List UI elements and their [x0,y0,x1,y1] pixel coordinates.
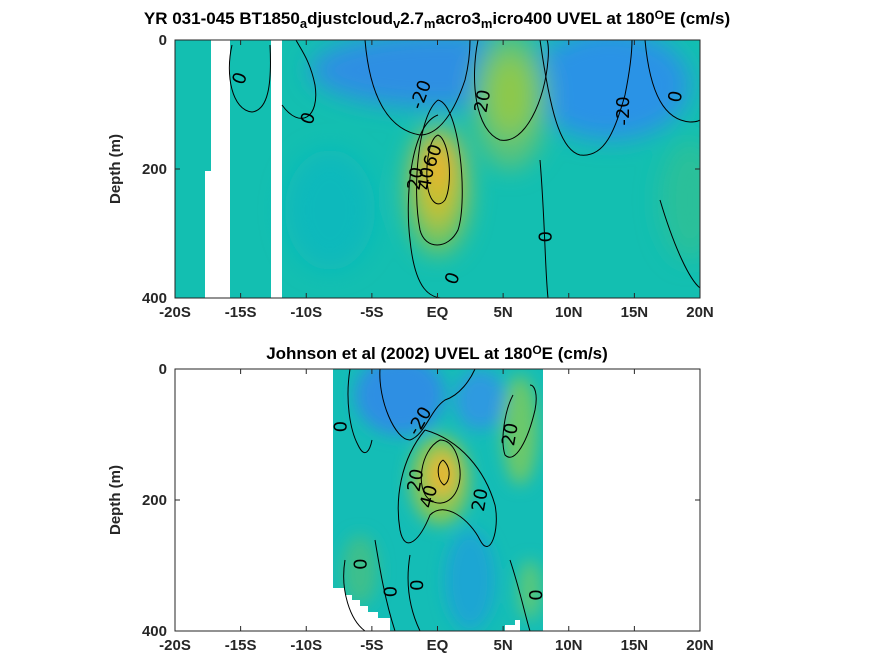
bottom-contour-40 [420,439,461,504]
top-x-tick-label: -10S [290,304,322,321]
top-contour-0-north [539,40,633,156]
bottom-contour-label: 20 [468,487,493,513]
bottom-contour-20-euc [397,429,497,548]
bottom-missing-corner [333,588,390,631]
top-contour-label: 0 [535,231,556,242]
bottom-x-axis: -20S -15S -10S -5S EQ 5N 10N 15N 20N [159,369,714,654]
bottom-x-tick-label: EQ [427,637,449,654]
top-heatmap [175,40,700,298]
top-contour-n20 [364,40,471,136]
top-contour-0-far-east [659,199,700,289]
top-x-tick-label: 5N [494,304,513,321]
bottom-contour-0-deep-4 [509,559,531,631]
bottom-y-tick-label: 400 [142,623,167,640]
top-contour-euc-40 [416,99,463,246]
top-y-tick-label: 400 [142,290,167,307]
bottom-heatmap [333,369,543,631]
top-contour-label: -20 [613,96,634,125]
bottom-westward-current [355,369,445,435]
top-contour-euc-20 [407,114,448,298]
bottom-contour-label: 0 [526,589,547,600]
top-x-tick-label: 20N [686,304,714,321]
top-x-tick-label: 10N [555,304,583,321]
top-contour-0-west [281,40,317,119]
bottom-contour-0-deep-3 [407,554,421,631]
bottom-x-tick-label: 5N [494,637,513,654]
top-contour-euc-60 [426,134,450,205]
top-contour-n20-ne [644,40,700,123]
bottom-contour-60 [437,459,450,486]
top-westward-current-n [530,40,690,140]
bottom-contour-label: 20 [404,467,429,493]
bottom-x-tick-label: -5S [360,637,383,654]
bottom-chart-title: Johnson et al (2002) UVEL at 180OE (cm/s… [266,343,608,363]
bottom-y-tick-label: 200 [142,492,167,509]
top-euc-core [428,140,448,190]
top-x-axis: -20S -15S -10S -5S EQ 5N 10N 15N 20N [159,40,714,321]
bottom-euc-core [428,453,456,497]
top-y-tick-label: 0 [159,32,167,49]
top-contour-20-north [473,40,549,141]
top-x-tick-label: EQ [427,304,449,321]
bottom-panel: Johnson et al (2002) UVEL at 180OE (cm/s… [107,343,714,654]
bottom-missing-corner-right [505,620,520,631]
top-contour-label: 0 [665,89,688,104]
top-contour-label: 20 [404,165,429,191]
top-x-tick-label: -15S [225,304,257,321]
bottom-deep-green [342,535,378,605]
top-contour-label: 40 [414,165,439,191]
bottom-westward-current-2 [455,370,505,430]
bottom-contour-n20 [379,369,476,441]
bottom-x-tick-label: -15S [225,637,257,654]
top-y-tick-label: 200 [142,161,167,178]
bottom-deep-blue [445,530,495,630]
top-chart-title: YR 031-045 BT1850adjustcloudv2.7macro3mi… [144,8,730,31]
top-x-tick-label: 15N [621,304,649,321]
bottom-x-tick-label: 10N [555,637,583,654]
top-ne-patch [660,140,700,260]
top-contour-0-east [539,159,549,298]
top-x-tick-label: -20S [159,304,191,321]
top-north-band-core [488,55,532,135]
bottom-x-tick-label: 20N [686,637,714,654]
bottom-x-tick-label: 15N [621,637,649,654]
top-y-axis-label: Depth (m) [107,134,124,204]
bottom-x-tick-label: -20S [159,637,191,654]
bottom-contour-label: 20 [498,421,523,447]
top-south-band [285,150,375,270]
bottom-contour-0-deep-1 [343,559,366,631]
bottom-contour-0-west [347,369,373,454]
bottom-contour-0-deep-2 [374,539,396,631]
bottom-contour-20-north [502,384,537,458]
top-x-tick-label: -5S [360,304,383,321]
bottom-x-tick-label: -10S [290,637,322,654]
bottom-y-tick-label: 0 [159,361,167,378]
bottom-contour-label: 0 [381,586,402,597]
top-contour-label: 20 [471,88,496,114]
bottom-y-axis-label: Depth (m) [107,465,124,535]
top-missing-column-2 [271,40,282,298]
bottom-contour-label: 0 [407,579,428,590]
bottom-deep-green-2 [518,560,542,620]
top-panel: YR 031-045 BT1850adjustcloudv2.7macro3mi… [107,8,730,321]
bottom-contour-label: 0 [331,421,352,432]
top-contour-0-south [228,44,271,113]
bottom-contour-label: 0 [350,558,371,569]
top-missing-column-3 [205,40,211,171]
